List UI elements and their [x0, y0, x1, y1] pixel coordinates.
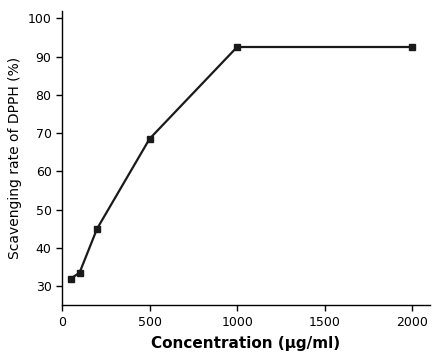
- Y-axis label: Scavenging rate of DPPH (%): Scavenging rate of DPPH (%): [8, 57, 22, 259]
- X-axis label: Concentration (μg/ml): Concentration (μg/ml): [152, 336, 340, 351]
